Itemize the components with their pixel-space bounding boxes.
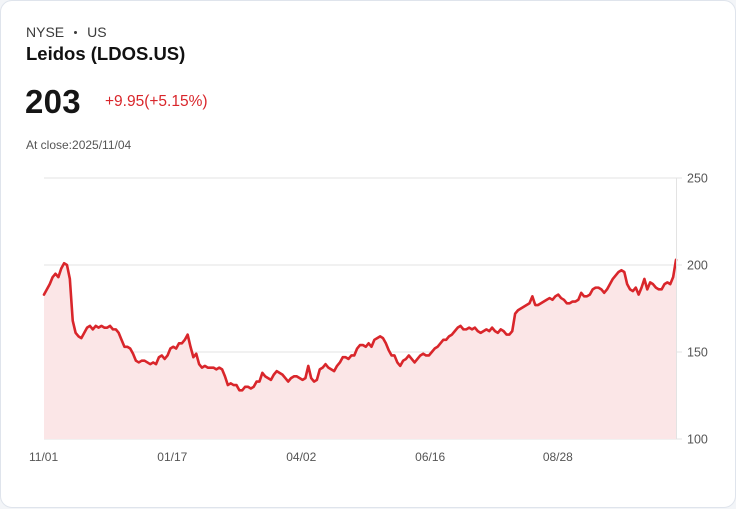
stock-title: Leidos (LDOS.US) (26, 43, 186, 64)
x-tick-label: 06/16 (415, 450, 445, 464)
y-tick-label: 150 (687, 346, 708, 360)
y-axis-labels: 250 200 150 100 (687, 172, 708, 447)
close-date-label: At close:2025/11/04 (26, 138, 132, 152)
y-tick-label: 100 (687, 433, 708, 447)
x-tick-label: 01/17 (157, 450, 187, 464)
x-tick-label: 08/28 (543, 450, 573, 464)
region-name: US (87, 24, 107, 40)
y-tick-label: 200 (687, 259, 708, 273)
x-tick-label: 11/01 (29, 450, 58, 464)
price-line (42, 258, 678, 392)
price-area-fill (44, 259, 676, 439)
x-axis-labels: 11/01 01/17 04/02 06/16 08/28 (29, 450, 573, 464)
y-tick-label: 250 (687, 172, 708, 186)
price-change: +9.95(+5.15%) (105, 93, 208, 110)
exchange-line: NYSE US (26, 24, 107, 40)
current-price: 203 (25, 83, 81, 120)
separator-dot-icon (74, 30, 78, 34)
x-tick-label: 04/02 (286, 450, 316, 464)
exchange-name: NYSE (26, 24, 65, 40)
